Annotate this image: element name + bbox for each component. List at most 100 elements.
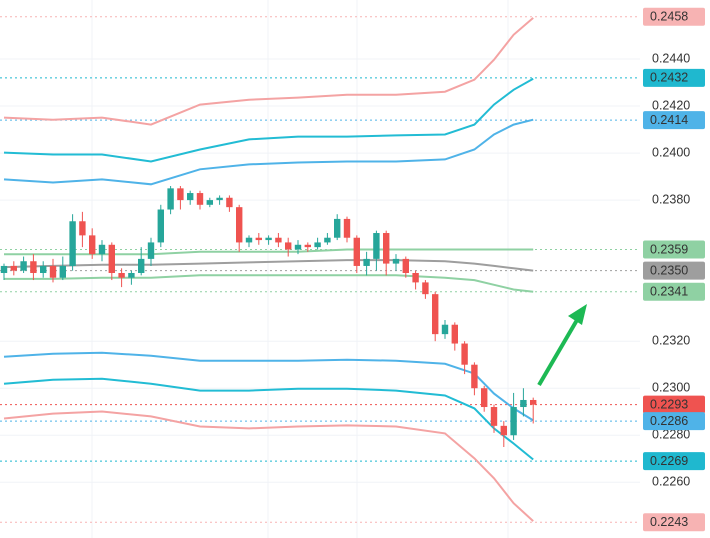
candle-body [285, 242, 292, 250]
candle-body [167, 188, 174, 210]
candle-body [353, 237, 360, 266]
price-badge [643, 282, 705, 301]
band-line [4, 248, 534, 256]
band-line [4, 274, 534, 293]
candle-body [383, 233, 390, 264]
candle-body [324, 237, 331, 243]
candle-body [69, 221, 76, 266]
candle-body [108, 244, 115, 273]
candle-body [128, 272, 135, 278]
price-badge [643, 68, 705, 87]
candle-body [441, 324, 449, 335]
candle-body [0, 265, 8, 273]
candle-body [40, 265, 47, 273]
price-badge [643, 7, 705, 26]
candle-body [500, 425, 507, 436]
candle-body [481, 388, 488, 408]
price-badge-label: 0.2243 [650, 515, 688, 529]
candle-body [59, 265, 66, 278]
candle-body [510, 407, 517, 436]
candle-body [314, 242, 321, 248]
candle-body [138, 258, 145, 273]
arrow [537, 304, 587, 387]
band-line [3, 118, 534, 186]
candle-body [373, 233, 380, 259]
candle-body [530, 399, 537, 405]
candle-body [206, 200, 213, 205]
candle-body [30, 261, 37, 273]
price-axis: 0.2260 0.2280 0.2300 0.2320 0.2380 0.2400 0.24… [643, 7, 705, 532]
candle-body [226, 197, 233, 208]
price-badge [643, 111, 705, 130]
candle-body [147, 242, 155, 259]
price-badge-label: 0.2269 [650, 454, 688, 468]
band-line [3, 351, 534, 422]
candle-body [79, 221, 86, 236]
candle-body [520, 399, 527, 408]
candle-body [98, 244, 106, 255]
candle-body [265, 237, 272, 241]
band-line [3, 377, 534, 461]
candle-body [461, 343, 468, 365]
price-badge [643, 452, 705, 471]
candle-body [294, 244, 302, 250]
candle-body [412, 272, 419, 283]
band-line [3, 410, 534, 522]
price-badge [643, 513, 705, 532]
candle-body [245, 237, 253, 243]
y-tick-label: 0.2380 [652, 192, 690, 206]
y-tick-label: 0.2400 [652, 145, 690, 159]
candle-body [118, 272, 125, 278]
bands [3, 17, 534, 522]
price-badge-label: 0.2458 [650, 9, 688, 23]
y-tick-label: 0.2280 [652, 428, 690, 442]
grid [0, 58, 640, 483]
price-levels [0, 16, 640, 523]
band-line [3, 77, 534, 163]
price-badge-label: 0.2293 [650, 397, 688, 411]
price-badge [643, 261, 705, 280]
candle-body [187, 193, 194, 201]
y-tick-label: 0.2440 [652, 51, 690, 65]
y-tick-label: 0.2320 [652, 333, 690, 347]
candle-body [157, 209, 164, 243]
arrow-shaft [537, 318, 579, 387]
price-badge-label: 0.2414 [650, 113, 688, 127]
candle-body [490, 407, 498, 426]
candle-body [304, 244, 311, 248]
price-badge-label: 0.2432 [650, 71, 688, 85]
price-badge-label: 0.2350 [650, 263, 688, 277]
band-line [3, 259, 534, 272]
candle-body [89, 235, 96, 255]
y-tick-label: 0.2300 [652, 381, 690, 395]
candle-body [196, 193, 204, 205]
price-badge-label: 0.2341 [650, 285, 688, 299]
candle-body [236, 207, 243, 243]
candle-body [255, 237, 262, 241]
candle-body [49, 265, 57, 278]
price-badge-label: 0.2359 [650, 242, 688, 256]
candle-body [451, 324, 458, 344]
candle-body [392, 258, 400, 264]
price-badge [643, 412, 705, 431]
candle-body [422, 282, 429, 295]
y-tick-label: 0.2260 [652, 475, 690, 489]
price-badge [643, 395, 705, 414]
candle-body [432, 294, 439, 335]
candle-body [216, 197, 223, 201]
y-tick-label: 0.2420 [652, 98, 690, 112]
candle-body [10, 265, 17, 271]
candle-body [275, 237, 282, 243]
candles [0, 185, 537, 448]
band-line [3, 17, 534, 126]
price-badge-label: 0.2286 [650, 414, 688, 428]
candle-body [20, 261, 27, 271]
candle-body [177, 188, 184, 201]
price-badge [643, 240, 705, 259]
arrow-head [568, 304, 587, 325]
candle-body [334, 218, 341, 238]
candle-body [363, 258, 370, 266]
candle-body [402, 258, 409, 273]
candle-body [343, 218, 351, 238]
